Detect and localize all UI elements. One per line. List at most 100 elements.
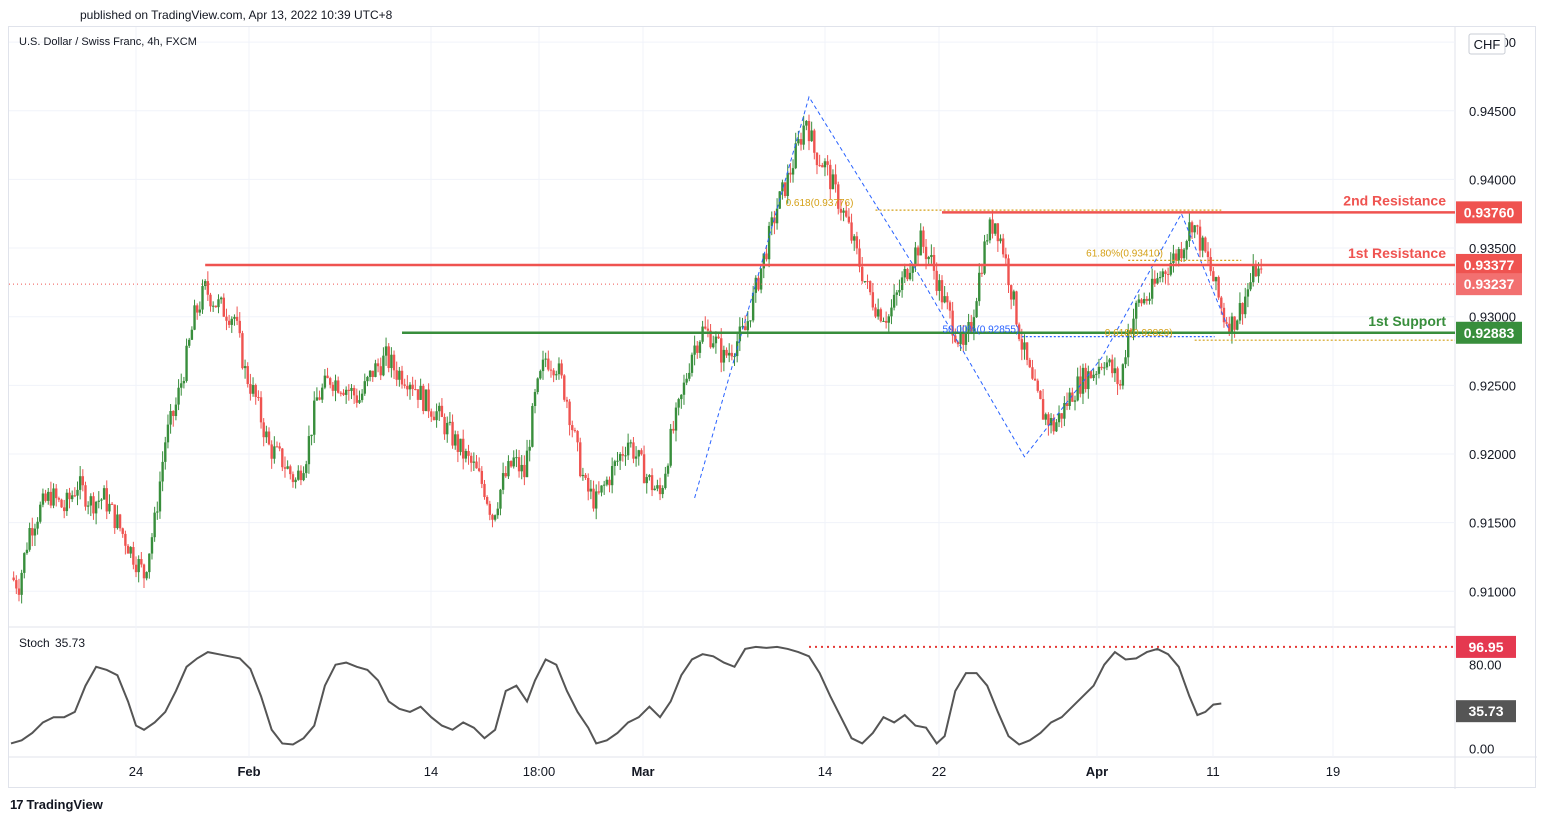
candle-body bbox=[786, 172, 789, 197]
candle-body bbox=[757, 277, 760, 290]
candle-body bbox=[552, 370, 555, 376]
candle-body bbox=[823, 161, 827, 168]
candle-body bbox=[967, 322, 970, 332]
candle-body bbox=[33, 528, 37, 536]
time-tick-label: 22 bbox=[932, 764, 946, 779]
candle-body bbox=[1049, 418, 1053, 426]
candle-body bbox=[1111, 359, 1114, 374]
candle-body bbox=[616, 460, 619, 462]
candle-body bbox=[233, 316, 236, 319]
candle-body bbox=[924, 246, 928, 260]
candle-body bbox=[964, 331, 968, 345]
candle-body bbox=[1033, 378, 1037, 381]
tradingview-logo[interactable]: 17 TradingView bbox=[10, 797, 103, 812]
price-tick-label: 0.91500 bbox=[1469, 516, 1516, 531]
candle-body bbox=[563, 375, 566, 400]
candle-body bbox=[238, 320, 241, 334]
candle-body bbox=[898, 290, 901, 293]
candle-body bbox=[1177, 249, 1180, 261]
candle-body bbox=[669, 428, 672, 466]
candle-body bbox=[743, 326, 747, 331]
candle-body bbox=[227, 320, 231, 325]
candle-body bbox=[456, 434, 460, 452]
candle-body bbox=[541, 359, 545, 372]
candle-body bbox=[568, 401, 571, 426]
candle-body bbox=[158, 481, 162, 512]
time-tick-label: 18:00 bbox=[523, 764, 556, 779]
candle-body bbox=[102, 488, 106, 500]
candle-body bbox=[722, 349, 726, 363]
candle-body bbox=[39, 504, 42, 522]
candle-body bbox=[1031, 367, 1034, 379]
candle-body bbox=[169, 411, 172, 425]
candle-body bbox=[1212, 271, 1215, 282]
candle-body bbox=[520, 464, 523, 472]
candle-body bbox=[916, 247, 920, 256]
candle-body bbox=[781, 182, 784, 192]
fib-label: 0.618(0.93776) bbox=[786, 198, 854, 209]
candle-body bbox=[368, 370, 372, 377]
candle-body bbox=[978, 272, 981, 302]
candle-body bbox=[1142, 298, 1146, 304]
candle-body bbox=[1047, 414, 1050, 426]
candle-body bbox=[1113, 368, 1117, 374]
candle-body bbox=[887, 316, 890, 323]
candle-body bbox=[188, 339, 191, 346]
candle-body bbox=[339, 392, 343, 394]
time-tick-label: Apr bbox=[1086, 764, 1108, 779]
candle-body bbox=[190, 329, 194, 340]
candle-body bbox=[1041, 399, 1045, 420]
candle-body bbox=[807, 120, 811, 142]
candle-body bbox=[451, 421, 454, 446]
candle-body bbox=[1116, 368, 1119, 385]
candle-body bbox=[60, 499, 63, 508]
candle-body bbox=[1119, 384, 1122, 386]
candle-body bbox=[930, 254, 933, 258]
stoch-tick-label: 80.00 bbox=[1469, 658, 1502, 673]
candle-body bbox=[730, 352, 734, 357]
candle-body bbox=[826, 161, 829, 165]
candle-body bbox=[257, 396, 260, 398]
candle-body bbox=[416, 389, 420, 400]
candle-body bbox=[658, 485, 662, 495]
currency-badge[interactable]: CHF bbox=[1468, 33, 1506, 55]
candle-body bbox=[858, 248, 861, 267]
candle-body bbox=[624, 455, 627, 457]
candle-body bbox=[595, 491, 598, 509]
candle-body bbox=[148, 553, 151, 573]
candle-body bbox=[209, 294, 212, 307]
candle-body bbox=[725, 349, 728, 356]
candle-body bbox=[392, 354, 396, 371]
candle-body bbox=[892, 294, 896, 308]
candle-body bbox=[1004, 254, 1008, 259]
candle-body bbox=[618, 454, 622, 461]
candle-body bbox=[387, 346, 390, 369]
candle-body bbox=[1073, 400, 1077, 402]
candle-body bbox=[1020, 339, 1023, 350]
candle-body bbox=[674, 407, 678, 431]
candle-body bbox=[1087, 371, 1090, 390]
price-label-resistance: 0.93760 bbox=[1456, 201, 1522, 224]
candle-body bbox=[837, 184, 840, 209]
candle-body bbox=[230, 318, 233, 325]
candle-body bbox=[1065, 403, 1069, 406]
level-name: 1st Support bbox=[1368, 313, 1446, 329]
candle-body bbox=[281, 448, 284, 468]
candle-body bbox=[217, 299, 220, 308]
candle-body bbox=[483, 483, 486, 498]
candle-body bbox=[1214, 277, 1218, 282]
candle-body bbox=[126, 545, 130, 554]
candle-body bbox=[379, 366, 382, 376]
candle-body bbox=[1095, 373, 1098, 375]
candle-body bbox=[903, 268, 906, 278]
candle-body bbox=[153, 512, 156, 538]
candle-body bbox=[1063, 403, 1066, 419]
candle-body bbox=[289, 466, 292, 475]
candle-body bbox=[1260, 268, 1263, 270]
candle-body bbox=[1193, 225, 1196, 233]
candle-body bbox=[1140, 299, 1143, 304]
candle-body bbox=[1254, 264, 1258, 277]
candle-body bbox=[549, 369, 553, 371]
price-label-support: 0.92883 bbox=[1456, 321, 1522, 344]
stoch-level-text: 96.95 bbox=[1468, 639, 1503, 655]
